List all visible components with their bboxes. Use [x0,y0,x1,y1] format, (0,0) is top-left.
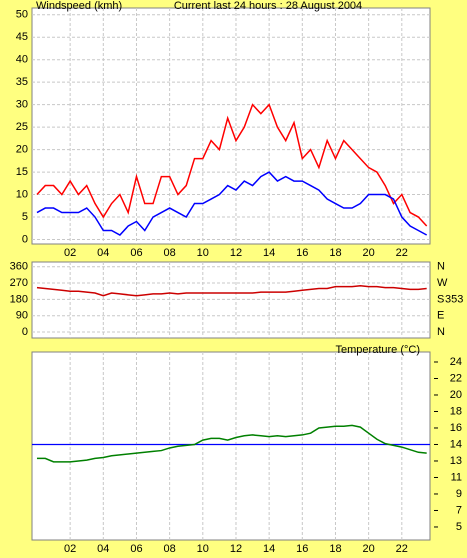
y-tick-label: 15 [16,166,28,178]
x-tick-label: 22 [396,543,408,555]
series-line [36,285,427,297]
series-line [36,171,428,236]
x-tick-label: 04 [97,543,109,555]
y-tick-label: 360 [10,261,28,273]
y-tick-label: 35 [16,76,28,88]
y2-tick-label: N [437,326,445,338]
y-tick-label: 270 [10,277,28,289]
series-line [36,424,427,463]
chart-title: Current last 24 hours : 28 August 2004 [174,0,362,12]
x-tick-label: 12 [230,247,242,259]
current-value: 353 [445,293,463,305]
y2-tick-label: E [437,310,444,322]
x-tick-label: 08 [164,247,176,259]
x-tick-label: 14 [263,247,275,259]
y-tick-label: 90 [16,310,28,322]
x-tick-label: 12 [230,543,242,555]
series-line [36,103,428,227]
plot-area [31,351,431,541]
y2-axis-title: Temperature (°C) [336,344,420,356]
y-tick-label: 0 [22,326,28,338]
x-tick-label: 20 [363,247,375,259]
y2-tick-label: 7 [456,504,462,516]
x-tick-label: 04 [97,247,109,259]
y2-tick-label: 16 [450,422,462,434]
plot-area [31,261,431,339]
x-tick-label: 22 [396,247,408,259]
x-tick-label: 06 [130,543,142,555]
y2-tick-label: 18 [450,405,462,417]
y2-tick-label: 22 [450,372,462,384]
x-tick-label: 14 [263,543,275,555]
x-tick-label: 20 [363,543,375,555]
x-tick-label: 02 [64,247,76,259]
x-tick-label: 06 [130,247,142,259]
y-tick-label: 40 [16,54,28,66]
y-tick-label: 180 [10,293,28,305]
y2-tick-label: 24 [450,356,462,368]
x-tick-label: 18 [329,247,341,259]
x-tick-label: 02 [64,543,76,555]
y2-tick-label: 5 [456,521,462,533]
y-tick-label: 10 [16,188,28,200]
y2-tick-label: 11 [451,471,462,483]
x-tick-label: 16 [296,247,308,259]
y-tick-label: 25 [16,121,28,133]
y-tick-label: 5 [22,211,28,223]
y-tick-label: 30 [16,99,28,111]
x-tick-label: 16 [296,543,308,555]
x-tick-label: 08 [164,543,176,555]
y2-tick-label: N [437,261,445,273]
y2-tick-label: 9 [456,488,462,500]
y2-tick-label: W [437,277,448,289]
x-tick-label: 10 [197,543,209,555]
y-tick-label: 0 [22,233,28,245]
x-tick-label: 10 [197,247,209,259]
y2-tick-label: 20 [450,389,462,401]
y-axis-title: Windspeed (kmh) [36,0,122,12]
y2-tick-label: 13 [450,455,462,467]
y2-tick-label: S [437,293,444,305]
y-tick-label: 45 [16,31,28,43]
y-tick-label: 20 [16,144,28,156]
y-tick-label: 50 [16,9,28,21]
x-tick-label: 18 [329,543,341,555]
y2-tick-label: 14 [450,438,462,450]
